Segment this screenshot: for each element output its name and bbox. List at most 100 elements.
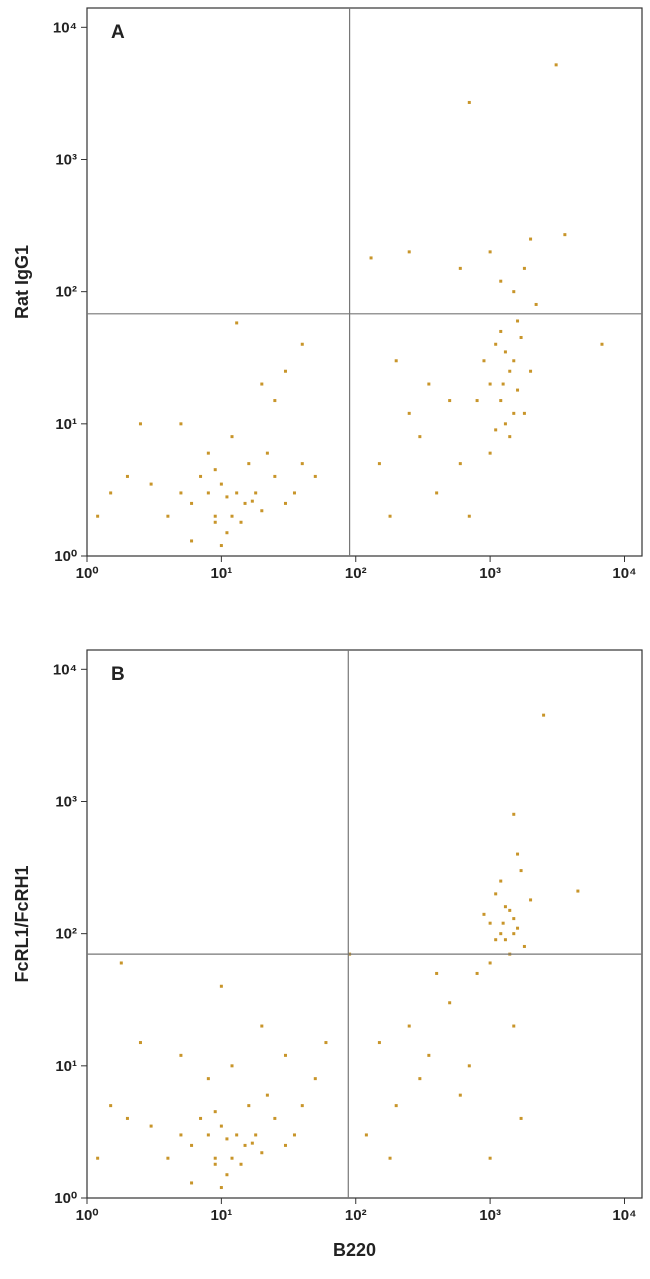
event-dot [503, 422, 507, 426]
event-dot [190, 539, 194, 543]
event-dot [230, 1064, 234, 1068]
event-dot [563, 233, 567, 237]
event-dot [149, 1124, 153, 1128]
event-dot [542, 713, 546, 717]
event-dot [125, 1116, 129, 1120]
event-dot [407, 411, 411, 415]
event-dot [427, 1053, 431, 1057]
y-tick-label: 10² [55, 284, 77, 301]
event-dot [516, 388, 520, 392]
event-dot [512, 411, 516, 415]
event-dot [394, 359, 398, 363]
event-dot [109, 491, 113, 495]
event-dot [494, 938, 498, 942]
event-dot [260, 1151, 264, 1155]
event-dot [427, 382, 431, 386]
event-dot [219, 544, 223, 548]
event-dot [219, 1124, 223, 1128]
event-dot [482, 359, 486, 363]
event-dot [243, 501, 247, 505]
event-dot [96, 514, 100, 518]
x-tick-label: 10⁴ [612, 1207, 636, 1224]
event-dot [488, 961, 492, 965]
event-dot [235, 491, 239, 495]
event-dot [190, 1181, 194, 1185]
event-dot [512, 290, 516, 294]
event-dot [213, 1110, 217, 1114]
event-dot [508, 435, 512, 439]
event-dot [235, 321, 239, 325]
panel-letter: B [111, 664, 125, 685]
y-tick-label: 10¹ [55, 416, 77, 433]
y-tick-label: 10⁴ [53, 19, 77, 36]
event-dot [179, 422, 183, 426]
event-dot [448, 1001, 452, 1005]
x-tick-label: 10¹ [211, 1207, 233, 1224]
event-dot [260, 382, 264, 386]
event-dot [109, 1104, 113, 1108]
x-tick-label: 10¹ [211, 565, 233, 582]
event-dot [213, 1162, 217, 1166]
event-dot [576, 889, 580, 893]
event-dot [529, 369, 533, 373]
x-axis-label: B220 [333, 1240, 376, 1260]
event-dot [482, 912, 486, 916]
plot-frame [86, 7, 643, 557]
event-dot [519, 1116, 523, 1120]
event-dot [225, 1137, 229, 1141]
event-dot [119, 961, 123, 965]
y-axis-label: FcRL1/FcRH1 [12, 865, 32, 982]
event-dot [377, 1041, 381, 1045]
event-dot [501, 921, 505, 925]
event-dot [467, 1064, 471, 1068]
event-dot [388, 1156, 392, 1160]
event-dot [418, 435, 422, 439]
event-dot [219, 1186, 223, 1190]
event-dot [435, 971, 439, 975]
event-dot [292, 1133, 296, 1137]
event-dot [283, 1053, 287, 1057]
y-axis-label: Rat IgG1 [12, 245, 32, 319]
event-dot [225, 1173, 229, 1177]
event-dot [503, 938, 507, 942]
event-dot [512, 812, 516, 816]
event-dot [488, 382, 492, 386]
event-dot [499, 399, 503, 403]
event-dot [273, 474, 277, 478]
event-dot [213, 468, 217, 472]
event-dot [494, 342, 498, 346]
event-dot [313, 474, 317, 478]
event-dot [388, 514, 392, 518]
event-dot [265, 1093, 269, 1097]
event-dot [273, 399, 277, 403]
event-dot [467, 100, 471, 104]
event-dot [219, 984, 223, 988]
event-dot [166, 1156, 170, 1160]
event-dot [206, 1077, 210, 1081]
event-dot [199, 474, 203, 478]
event-dot [522, 944, 526, 948]
event-dot [512, 1024, 516, 1028]
event-dot [488, 1156, 492, 1160]
event-dot [488, 451, 492, 455]
event-dot [166, 514, 170, 518]
x-tick-label: 10² [345, 1207, 367, 1224]
event-dot [458, 266, 462, 270]
event-dot [448, 399, 452, 403]
event-dot [364, 1133, 368, 1137]
x-tick-label: 10⁰ [76, 1207, 99, 1224]
event-dot [206, 1133, 210, 1137]
event-dot [458, 1093, 462, 1097]
event-dot [283, 369, 287, 373]
event-dot [475, 399, 479, 403]
event-dot [418, 1077, 422, 1081]
event-dot [283, 1143, 287, 1147]
event-dot [519, 335, 523, 339]
x-tick-label: 10³ [479, 1207, 501, 1224]
event-dot [516, 852, 520, 856]
event-dot [458, 462, 462, 466]
event-dot [324, 1041, 328, 1045]
y-tick-label: 10⁰ [54, 548, 77, 565]
event-dot [369, 256, 373, 260]
event-dot [230, 1156, 234, 1160]
